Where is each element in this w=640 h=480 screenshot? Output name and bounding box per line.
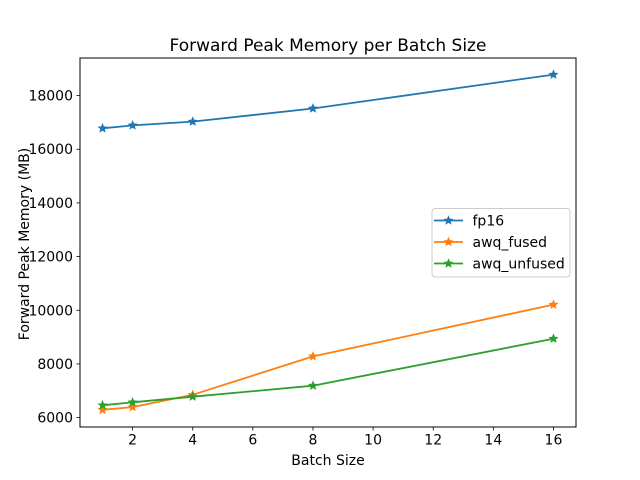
y-tick-label: 10000 (28, 303, 73, 319)
x-tick-label: 14 (484, 433, 502, 449)
data-point-awq_fused (548, 299, 559, 309)
x-tick-label: 8 (309, 433, 318, 449)
data-point-awq_unfused (97, 399, 108, 410)
legend-label-awq_fused: awq_fused (473, 235, 548, 251)
x-axis-label: Batch Size (291, 453, 364, 469)
legend-marker-awq_unfused (443, 258, 454, 268)
x-tick-label: 16 (545, 433, 563, 449)
data-point-awq_unfused (187, 391, 198, 401)
plot-area: 2 4 6 8 10 12 14 16 6000 8000 10000 12000 14000 16000… (28, 69, 571, 449)
x-tick-label: 10 (364, 433, 382, 449)
data-point-fp16 (127, 120, 138, 130)
data-point-awq_unfused (307, 380, 319, 390)
legend-box (431, 208, 571, 278)
data-point-awq_unfused (127, 397, 138, 407)
x-tick-label: 4 (188, 433, 197, 449)
series-line-awq_fused (101, 303, 555, 411)
y-tick-label: 14000 (28, 196, 73, 212)
y-tick-label: 6000 (37, 411, 73, 427)
legend-label-fp16: fp16 (473, 214, 505, 230)
y-tick-label: 16000 (28, 142, 73, 158)
data-point-awq_fused (127, 401, 138, 412)
data-point-fp16 (548, 69, 559, 79)
y-axis-label: Forward Peak Memory (MB) (17, 148, 33, 340)
x-tick-label: 12 (424, 433, 442, 449)
legend-marker-fp16 (443, 215, 454, 225)
axes-frame (79, 57, 577, 428)
data-point-fp16 (187, 116, 198, 126)
series-line-awq_unfused (101, 337, 555, 407)
series-line-fp16 (101, 73, 555, 130)
y-tick-label: 18000 (28, 89, 73, 105)
data-point-awq_fused (307, 351, 319, 361)
y-tick-label: 8000 (37, 357, 73, 373)
data-point-awq_unfused (548, 333, 559, 343)
x-tick-label: 6 (248, 433, 257, 449)
data-point-fp16 (97, 123, 108, 133)
chart-title: Forward Peak Memory per Batch Size (170, 36, 487, 56)
legend-marker-awq_fused (443, 236, 454, 247)
data-point-awq_fused (97, 404, 108, 415)
y-tick-label: 12000 (28, 250, 73, 266)
data-point-fp16 (307, 103, 319, 113)
legend-label-awq_unfused: awq_unfused (473, 257, 565, 273)
x-tick-label: 2 (128, 433, 137, 449)
